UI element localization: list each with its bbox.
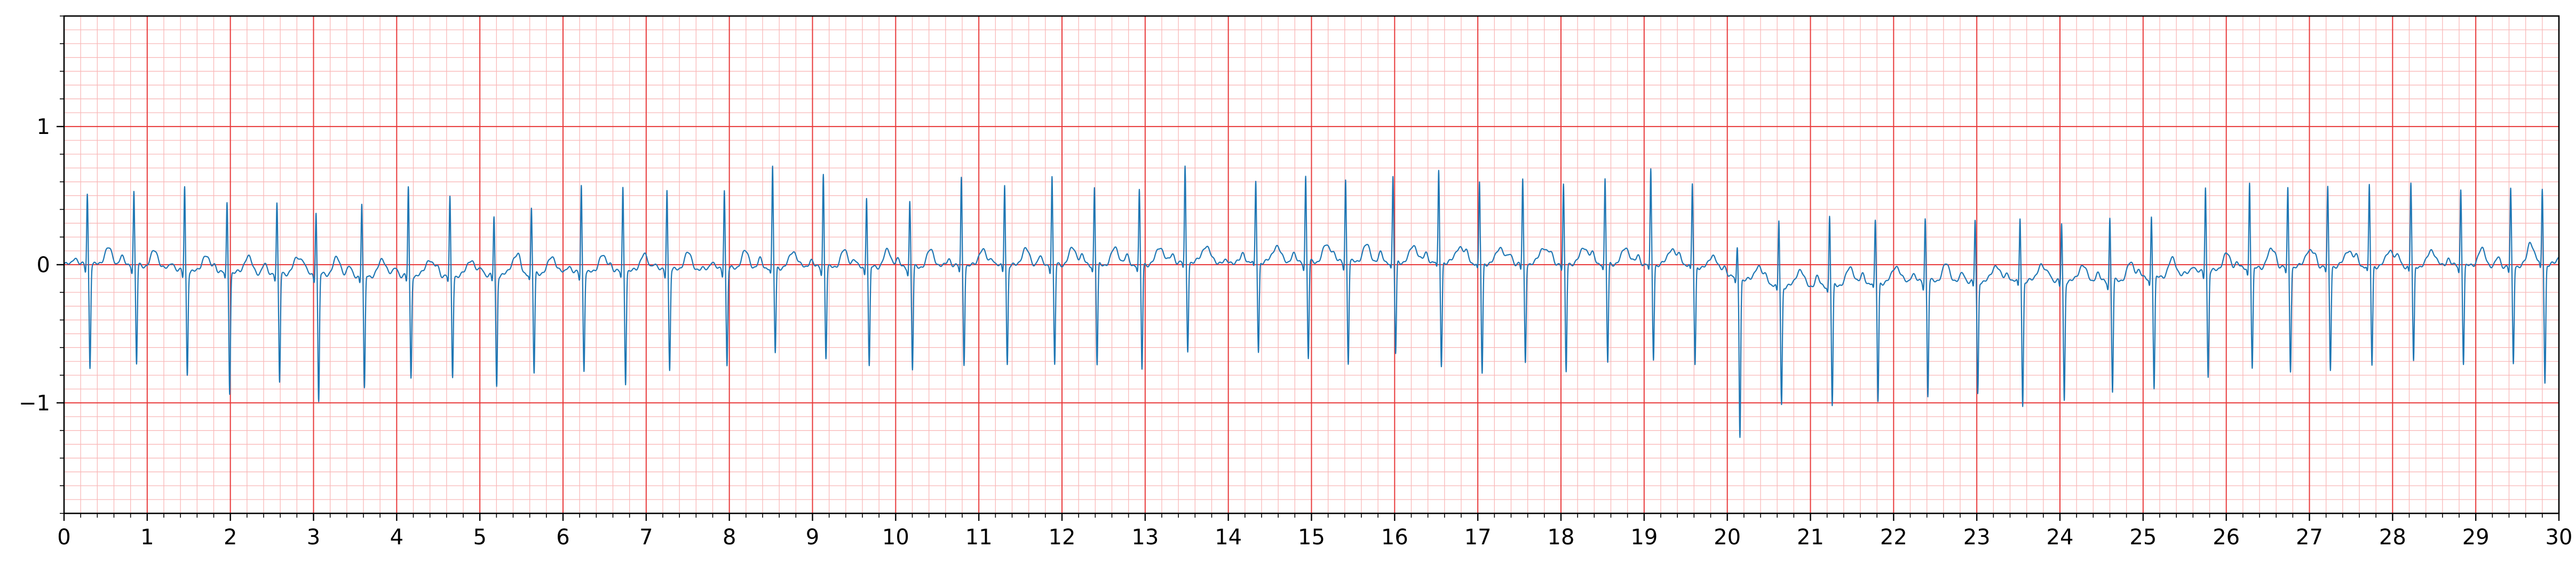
x-tick-label: 29 xyxy=(2462,525,2490,550)
x-tick-label: 9 xyxy=(806,525,819,550)
ecg-trace xyxy=(63,165,2560,438)
x-tick-label: 17 xyxy=(1464,525,1492,550)
x-tick-label: 2 xyxy=(224,525,237,550)
x-axis: 0 1 2 3 4 5 6 7 8 9 10 11 12 13 14 15 16 17 18 19 20 21 22 23 24… xyxy=(57,513,2572,550)
x-tick-label: 1 xyxy=(140,525,154,550)
major-grid xyxy=(64,16,2559,513)
x-tick-label: 30 xyxy=(2546,525,2573,550)
x-tick-label: 0 xyxy=(57,525,70,550)
x-tick-label: 8 xyxy=(723,525,736,550)
x-tick-label: 20 xyxy=(1714,525,1741,550)
x-tick-label: 3 xyxy=(307,525,320,550)
x-tick-label: 14 xyxy=(1215,525,1242,550)
x-tick-label: 16 xyxy=(1381,525,1408,550)
x-tick-label: 28 xyxy=(2379,525,2406,550)
y-axis: −1 0 1 xyxy=(19,15,64,514)
x-tick-label: 5 xyxy=(473,525,486,550)
x-tick-label: 12 xyxy=(1049,525,1076,550)
x-tick-label: 22 xyxy=(1880,525,1907,550)
x-tick-label: 27 xyxy=(2296,525,2323,550)
y-tick-label: 0 xyxy=(37,253,50,277)
x-tick-label: 21 xyxy=(1797,525,1824,550)
x-tick-label: 26 xyxy=(2213,525,2240,550)
y-tick-label: 1 xyxy=(37,115,50,139)
x-tick-label: 6 xyxy=(556,525,569,550)
x-tick-label: 4 xyxy=(390,525,403,550)
x-tick-label: 11 xyxy=(965,525,993,550)
x-tick-label: 10 xyxy=(882,525,909,550)
x-tick-label: 7 xyxy=(639,525,653,550)
x-tick-label: 25 xyxy=(2129,525,2157,550)
x-tick-label: 15 xyxy=(1298,525,1325,550)
x-tick-label: 13 xyxy=(1131,525,1159,550)
x-tick-label: 18 xyxy=(1548,525,1575,550)
x-tick-label: 23 xyxy=(1963,525,1991,550)
x-tick-label: 19 xyxy=(1630,525,1658,550)
y-tick-label: −1 xyxy=(19,391,50,416)
x-tick-label: 24 xyxy=(2047,525,2074,550)
